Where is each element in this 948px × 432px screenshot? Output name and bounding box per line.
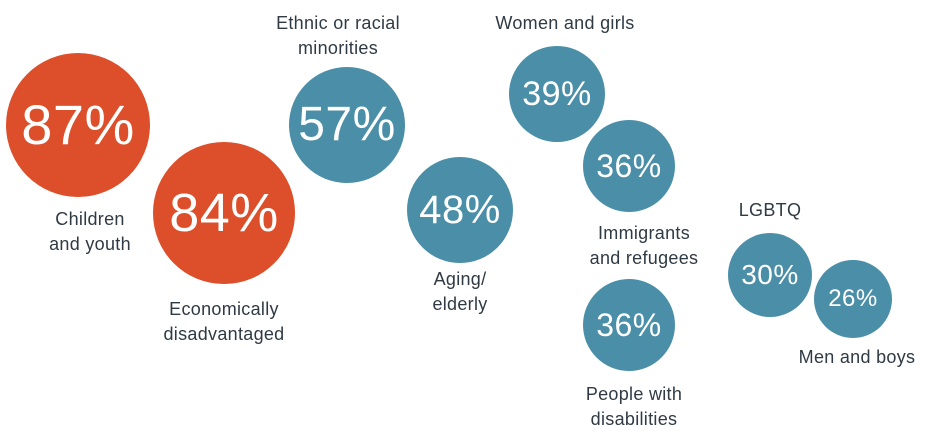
bubble-value-label: 57%	[298, 97, 396, 151]
bubble-value-label: 30%	[741, 258, 799, 290]
bubble-value-label: 87%	[21, 93, 135, 156]
bubble-7: 30%	[727, 232, 813, 318]
bubble-8: 26%	[813, 259, 893, 339]
bubble-value-label: 36%	[596, 306, 662, 343]
category-label: Men and boys	[798, 347, 916, 367]
bubble-value-label: 26%	[828, 284, 878, 312]
bubble-5: 36%	[582, 119, 676, 213]
category-label: Children and youth	[49, 209, 131, 254]
bubble-6: 36%	[582, 278, 676, 372]
category-label: Aging/ elderly	[432, 269, 488, 314]
category-label: Women and girls	[495, 13, 635, 33]
category-label: LGBTQ	[738, 200, 802, 220]
bubble-value-label: 84%	[169, 182, 279, 243]
category-label: People with disabilities	[585, 384, 683, 429]
category-label: Immigrants and refugees	[589, 223, 699, 268]
bubble-value-label: 39%	[522, 74, 592, 113]
bubble-2: 57%	[288, 66, 406, 184]
bubble-3: 48%	[406, 156, 514, 264]
category-label: Ethnic or racial minorities	[276, 13, 400, 58]
bubble-4: 39%	[508, 45, 606, 143]
bubble-0: 87%	[6, 53, 150, 197]
bubble-1: 84%	[153, 142, 295, 284]
bubble-value-label: 36%	[596, 147, 662, 184]
category-label: Economically disadvantaged	[163, 299, 285, 344]
bubble-value-label: 48%	[419, 187, 501, 232]
